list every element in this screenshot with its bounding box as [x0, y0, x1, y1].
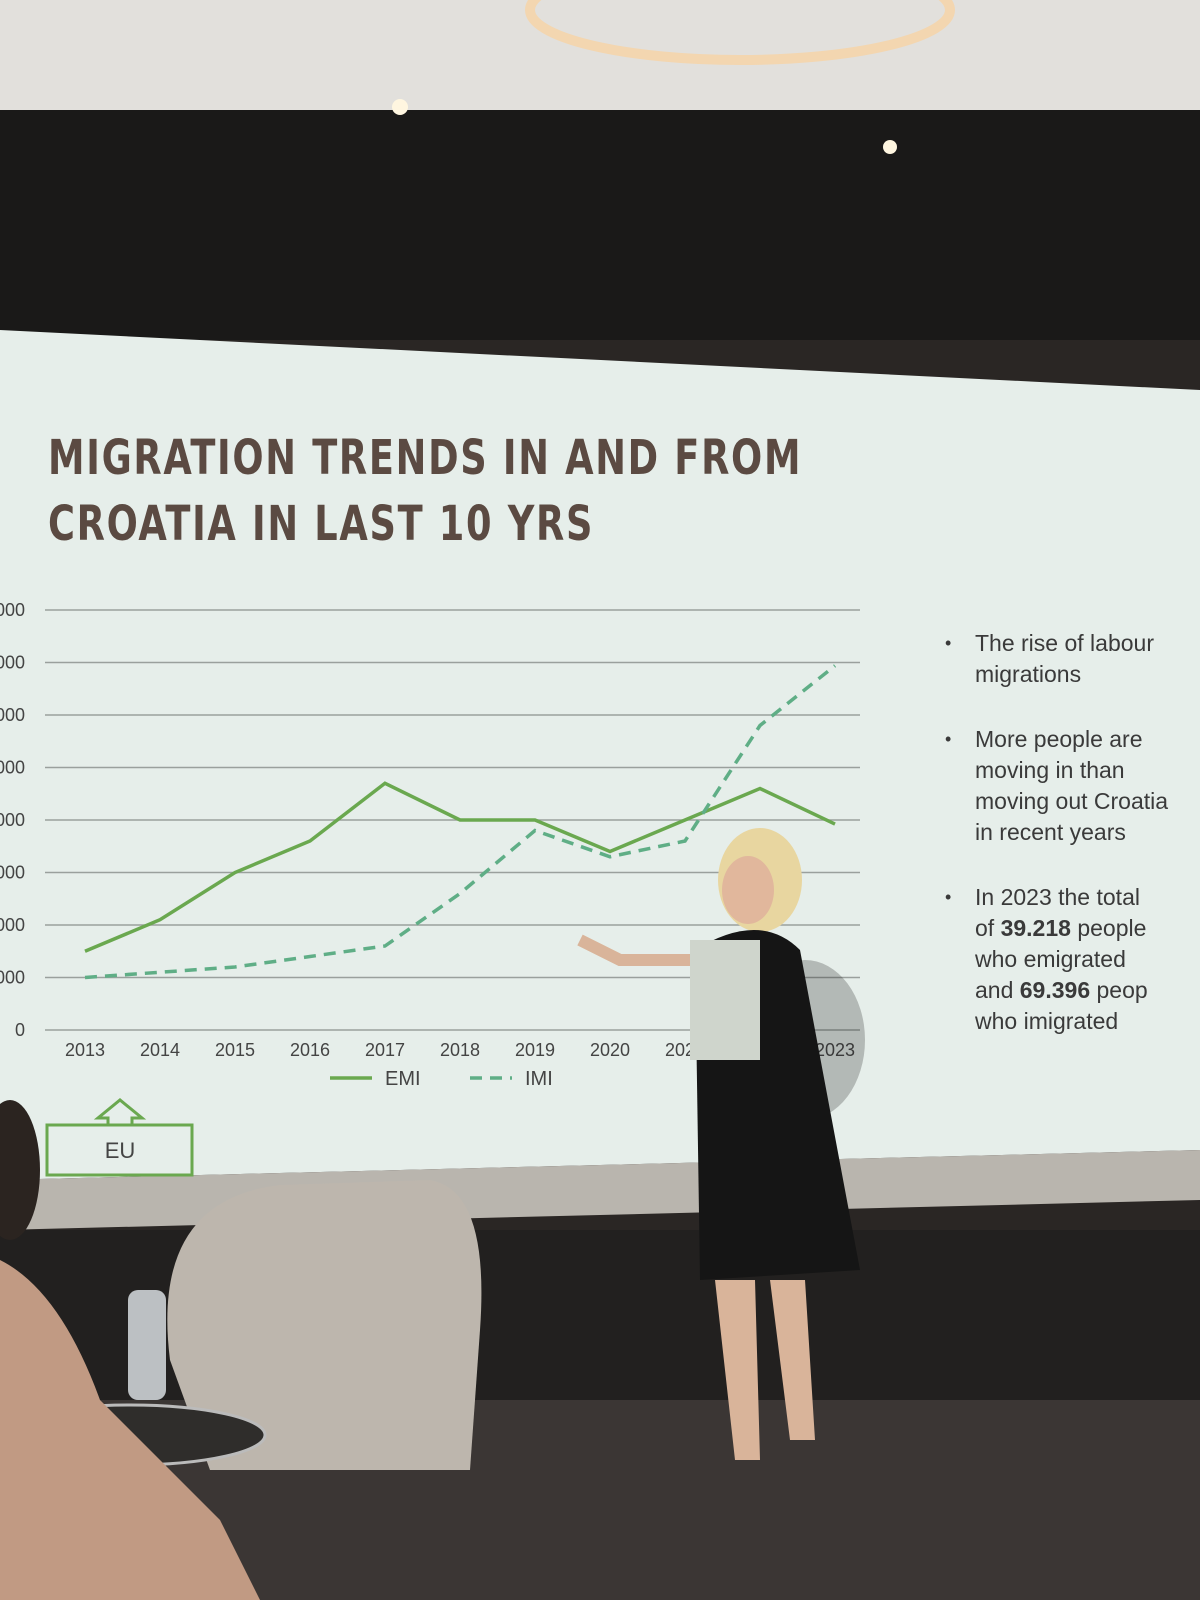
- bold-text: 39.218: [1000, 915, 1071, 941]
- bottle: [128, 1290, 166, 1400]
- bullet-line: who emigrated: [975, 944, 1200, 975]
- x-tick-label: 2018: [440, 1040, 480, 1060]
- y-tick-label: 40000: [0, 810, 25, 830]
- wall-top: [0, 110, 1200, 340]
- y-tick-label: 20000: [0, 915, 25, 935]
- y-tick-label: 0: [15, 1020, 25, 1040]
- text: migrations: [975, 661, 1082, 687]
- text: of: [975, 915, 1001, 941]
- bullet-line: In 2023 the total: [975, 882, 1200, 913]
- audience-head: [0, 1100, 40, 1240]
- bullet-line: and 69.396 peop: [975, 975, 1200, 1006]
- legs: [715, 1280, 815, 1460]
- series-line: [84, 781, 836, 953]
- text: moving in than: [975, 757, 1125, 783]
- y-tick-label: 50000: [0, 758, 25, 778]
- bullet-list: The rise of labour migrations More people …: [945, 628, 1200, 1071]
- slide: [0, 330, 1200, 1180]
- x-tick-label: 2016: [290, 1040, 330, 1060]
- ceiling-lamp: [525, 0, 955, 65]
- bullet-line: moving out Croatia: [975, 786, 1200, 817]
- bullet-line: who imigrated: [975, 1006, 1200, 1037]
- x-tick-label: 2019: [515, 1040, 555, 1060]
- series-line: [84, 664, 837, 980]
- text: The rise of labour: [975, 630, 1154, 656]
- eu-label: EU: [105, 1138, 136, 1163]
- text: moving out Croatia: [975, 788, 1169, 814]
- text: In 2023 the total: [975, 884, 1140, 910]
- face: [722, 856, 774, 924]
- y-tick-label: 10000: [0, 968, 25, 988]
- y-tick-label: 70000: [0, 653, 25, 673]
- chart: 0 10000 20000 30000 40000 50000 60000 70000 8000…: [0, 600, 860, 1090]
- blouse: [690, 940, 760, 1060]
- text: and: [975, 977, 1020, 1003]
- legend-label: IMI: [525, 1068, 553, 1090]
- text: peop: [1090, 977, 1148, 1003]
- text: who imigrated: [975, 1008, 1119, 1034]
- bullet: The rise of labour migrations: [945, 628, 1200, 690]
- y-tick-label: 80000: [0, 600, 25, 620]
- x-tick-label: 2014: [140, 1040, 180, 1060]
- bullet-line: in recent years: [975, 817, 1200, 848]
- eu-arrow: [93, 1098, 147, 1125]
- text: who emigrated: [975, 946, 1126, 972]
- text: in recent years: [975, 819, 1126, 845]
- spotlight: [392, 99, 408, 115]
- audience-arm: [0, 1260, 260, 1600]
- chair: [167, 1180, 482, 1470]
- x-tick-label: 2015: [215, 1040, 255, 1060]
- legend-label: EMI: [385, 1068, 421, 1090]
- x-tick-label: 2017: [365, 1040, 405, 1060]
- y-tick-label: 30000: [0, 863, 25, 883]
- bullet: More people are moving in than moving out …: [945, 724, 1200, 848]
- slide-title: MIGRATION TRENDS IN AND FROM CROATIA IN …: [48, 430, 803, 552]
- bullet-line: migrations: [975, 659, 1200, 690]
- text: people: [1070, 915, 1147, 941]
- x-tick-label: 2023: [815, 1040, 855, 1060]
- bullet-line: The rise of labour: [975, 628, 1200, 659]
- bullet-line: of 39.218 people: [975, 913, 1200, 944]
- text: More people are: [975, 726, 1143, 752]
- spotlight: [883, 140, 897, 154]
- x-tick-label: 2020: [590, 1040, 630, 1060]
- arm: [577, 934, 690, 966]
- y-tick-label: 60000: [0, 705, 25, 725]
- eu-box: [45, 1123, 194, 1177]
- bold-text: 69.396: [1019, 977, 1091, 1003]
- x-tick-label: 2013: [65, 1040, 105, 1060]
- bullet-line: moving in than: [975, 755, 1200, 786]
- bullet-line: More people are: [975, 724, 1200, 755]
